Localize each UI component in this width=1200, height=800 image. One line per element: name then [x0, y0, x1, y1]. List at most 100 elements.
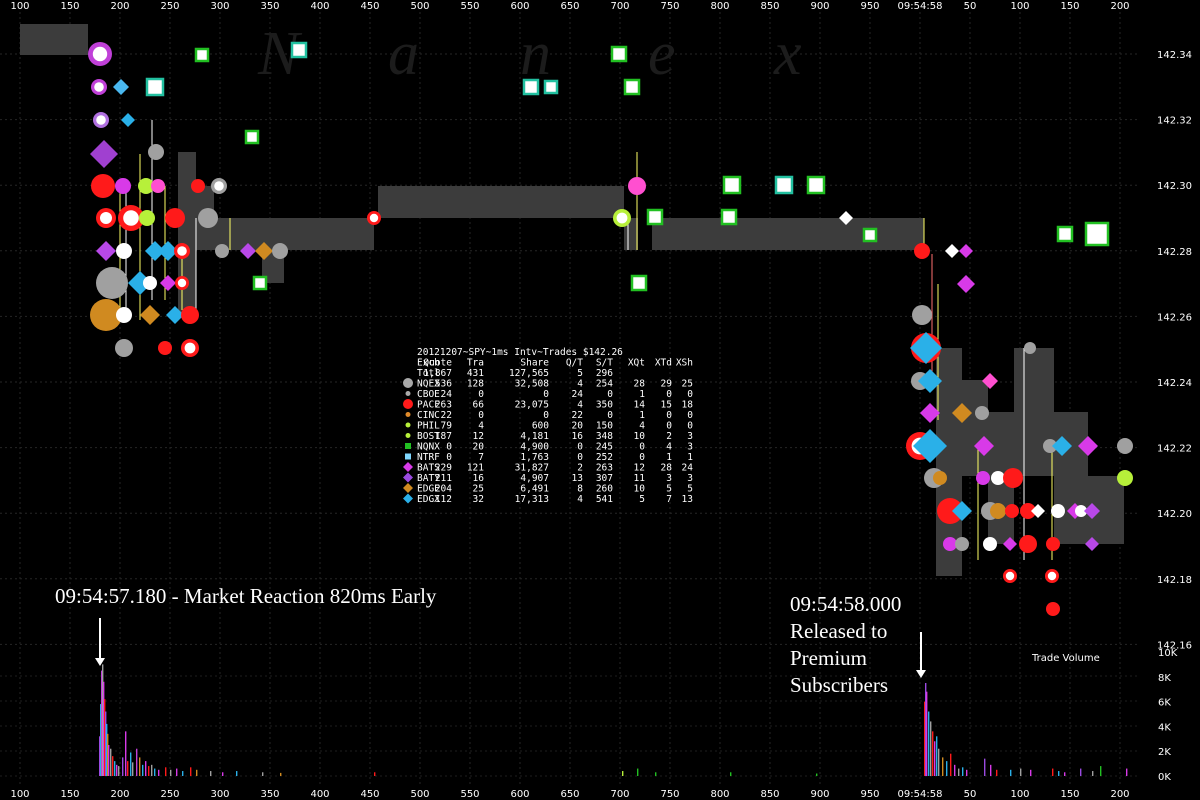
legend-row-cell: CINC: [417, 410, 440, 421]
exchange-legend: 20121207~SPY~1ms Intv~Trades $142.26Exch…: [403, 347, 693, 505]
marker-square: [252, 275, 268, 291]
legend-row-cell: 10: [634, 431, 646, 442]
x-tick-label: 850: [760, 789, 779, 800]
volume-bar: [984, 758, 986, 776]
legend-row-cell: 121: [467, 463, 484, 474]
legend-row-cell: 24: [572, 389, 584, 400]
marker-ring-center: [184, 342, 196, 354]
volume-bar: [105, 711, 107, 776]
x-tick-label: 350: [260, 1, 279, 12]
marker-square: [722, 175, 742, 195]
nbbo-box: [284, 218, 374, 250]
volume-bar: [936, 736, 938, 776]
marker-ring-center: [92, 46, 108, 62]
watermark-letter: a: [388, 20, 419, 88]
marker-dot: [1024, 342, 1036, 354]
volume-bar: [110, 748, 112, 776]
volume-tick-label: 10K: [1158, 648, 1178, 659]
trade-volume-bars: [99, 664, 1128, 776]
volume-bar: [950, 753, 952, 776]
marker-dot: [1005, 504, 1019, 518]
legend-row-cell: 1: [639, 410, 645, 421]
legend-row-cell: 4,900: [520, 442, 549, 453]
volume-bar: [996, 769, 998, 776]
legend-total-cell: 127,565: [509, 368, 549, 379]
x-tick-label: 450: [360, 789, 379, 800]
legend-row-cell: 263: [596, 463, 613, 474]
marker-diamond: [913, 429, 947, 463]
marker-diamond: [128, 271, 152, 295]
legend-row-cell: 229: [435, 463, 452, 474]
legend-row-cell: 0: [639, 442, 645, 453]
volume-bar: [148, 766, 150, 776]
legend-row-cell: 0: [543, 389, 549, 400]
legend-row-cell: EDGE: [417, 484, 440, 495]
volume-bar: [114, 761, 116, 776]
marker-diamond: [96, 241, 116, 261]
x-tick-label: 200: [1110, 789, 1129, 800]
marker-dot: [96, 267, 128, 299]
volume-bar: [132, 762, 134, 776]
legend-row-cell: 1: [639, 389, 645, 400]
volume-bar: [145, 761, 147, 776]
marker-diamond: [839, 211, 853, 225]
legend-row-cell: 1: [687, 452, 693, 463]
marker-ring-center: [177, 278, 187, 288]
legend-row-cell: 0: [446, 442, 452, 453]
marker-dot: [181, 306, 199, 324]
marker-dot: [165, 208, 185, 228]
volume-bar: [101, 670, 103, 776]
volume-bar: [106, 723, 108, 776]
marker-dot: [991, 471, 1005, 485]
x-tick-label: 500: [410, 1, 429, 12]
legend-row-cell: 2: [577, 463, 583, 474]
legend-row-cell: 3: [666, 473, 672, 484]
volume-bar: [990, 764, 992, 776]
legend-total-cell: 296: [596, 368, 613, 379]
marker-dot: [91, 174, 115, 198]
legend-row-cell: 0: [543, 410, 549, 421]
marker-diamond: [1003, 537, 1017, 551]
legend-swatch: [403, 493, 413, 504]
release-arrow: [916, 632, 926, 678]
legend-row-cell: 32: [473, 494, 484, 505]
x-tick-label: 800: [710, 789, 729, 800]
marker-dot: [1075, 505, 1087, 517]
volume-bar: [127, 761, 129, 776]
legend-swatch: [405, 412, 411, 417]
legend-row-cell: 4: [639, 421, 645, 432]
legend-row-cell: 4: [577, 379, 583, 390]
x-tick-label: 300: [210, 789, 229, 800]
volume-axis: 10K 8K 6K 4K 2K 0K: [1158, 648, 1178, 783]
x-tick-label: 450: [360, 1, 379, 12]
marker-square: [610, 45, 628, 63]
volume-bar: [280, 772, 282, 776]
x-tick-label: 150: [1060, 789, 1079, 800]
x-tick-label: 400: [310, 789, 329, 800]
volume-bar: [930, 721, 932, 776]
x-tick-label: 600: [510, 789, 529, 800]
x-tick-label: 150: [60, 789, 79, 800]
early-arrow: [95, 618, 105, 666]
volume-bar: [116, 764, 118, 776]
annotation-release-time: 09:54:58.000: [790, 592, 901, 616]
legend-row-cell: 263: [435, 400, 452, 411]
marker-dot: [115, 178, 131, 194]
legend-row-cell: 0: [666, 389, 672, 400]
legend-title: 20121207~SPY~1ms Intv~Trades $142.26: [417, 347, 623, 358]
x-tick-label: 100: [10, 789, 29, 800]
x-tick-label: 250: [160, 789, 179, 800]
volume-bar: [637, 768, 639, 776]
volume-bar: [210, 771, 212, 776]
legend-row-cell: 260: [596, 484, 613, 495]
watermark-letter: e: [648, 20, 676, 88]
volume-bar: [139, 757, 141, 776]
volume-bar: [1030, 769, 1032, 776]
legend-row-cell: 348: [596, 431, 613, 442]
volume-bar: [176, 768, 178, 776]
marker-dot: [955, 537, 969, 551]
marker-ring-center: [214, 181, 224, 191]
legend-row-cell: 31,827: [515, 463, 549, 474]
legend-row-cell: 204: [435, 484, 452, 495]
legend-row-cell: 24: [682, 463, 694, 474]
